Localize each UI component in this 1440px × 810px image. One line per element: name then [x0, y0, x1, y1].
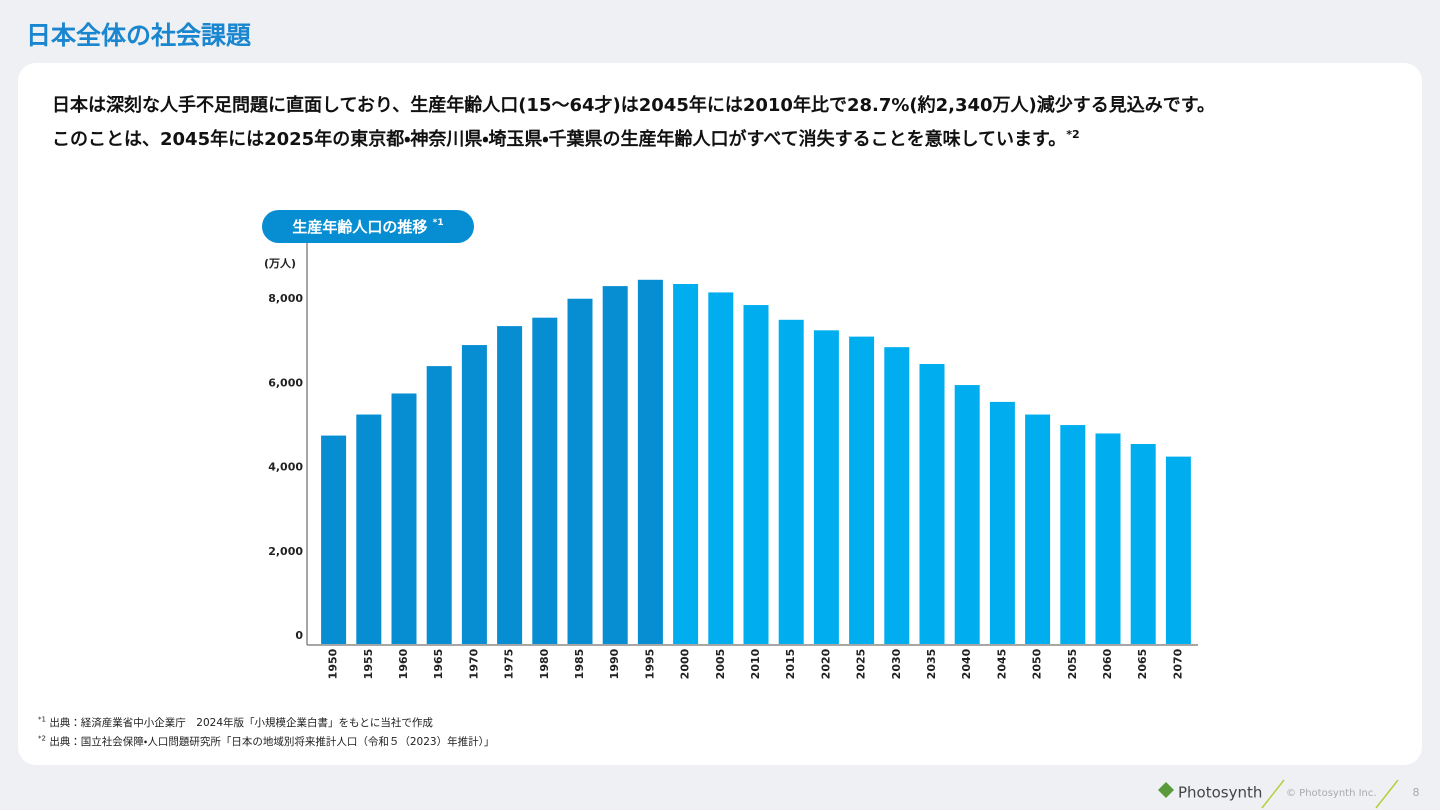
bar	[778, 319, 804, 644]
x-tick-label: 2045	[995, 649, 1008, 680]
x-tick-label: 2055	[1066, 649, 1079, 680]
x-tick-label: 2000	[679, 648, 692, 679]
chart-title: 生産年齢人口の推移 *1	[292, 218, 443, 236]
bar	[602, 286, 628, 644]
x-tick-label: 2010	[749, 648, 762, 679]
x-tick-label: 2005	[714, 649, 727, 680]
bar	[989, 401, 1015, 644]
description-line: このことは、2045年には2025年の東京都・神奈川県・埼玉県・千葉県の生産年齢…	[52, 125, 1080, 151]
copyright: © Photosynth Inc.	[1286, 788, 1377, 799]
text: 出典：国立社会保障・人口問題研究所「日本の地域別将来推計人口（令和５（2023）…	[49, 736, 495, 748]
bar	[884, 347, 910, 644]
y-axis-label: (万人)	[264, 257, 296, 270]
text: 出典：経済産業省中小企業庁 2024年版「小規模企業白書」をもとに当社で作成	[49, 717, 433, 729]
x-tick-label: 2025	[855, 649, 868, 680]
bar	[1095, 433, 1121, 644]
bar	[849, 336, 875, 644]
bar	[1025, 414, 1051, 644]
x-tick-label: 1975	[503, 649, 516, 680]
logo-text: Photosynth	[1178, 784, 1262, 802]
note-mark: *2	[38, 734, 46, 743]
y-tick-label: 4,000	[268, 461, 303, 474]
x-tick-label: 2065	[1136, 649, 1149, 680]
note-mark: *2	[1066, 128, 1080, 141]
logo: Photosynth	[1158, 782, 1262, 802]
bar	[461, 345, 487, 644]
divider	[1261, 779, 1285, 809]
x-tick-label: 1970	[467, 648, 480, 679]
footnote: *1 出典：経済産業省中小企業庁 2024年版「小規模企業白書」をもとに当社で作…	[38, 715, 433, 730]
y-tick-label: 8,000	[268, 292, 303, 305]
bar	[497, 326, 523, 644]
x-tick-label: 1995	[643, 649, 656, 680]
note-mark: *1	[38, 715, 46, 724]
text: 日本は深刻な人手不足問題に直面しており、生産年齢人口(15〜64才)は2045年…	[52, 95, 1215, 116]
x-tick-label: 1960	[397, 648, 410, 679]
bar	[743, 305, 769, 644]
y-tick-label: 0	[295, 629, 303, 642]
logo-icon	[1158, 782, 1174, 798]
x-tick-label: 2040	[960, 648, 973, 679]
bar	[919, 364, 945, 644]
bar	[321, 435, 347, 644]
y-tick-label: 2,000	[268, 545, 303, 558]
bar	[532, 317, 558, 644]
x-tick-label: 1950	[327, 648, 340, 679]
bar	[673, 284, 699, 644]
bar	[391, 393, 417, 644]
x-tick-label: 2070	[1171, 648, 1184, 679]
bar	[1060, 425, 1086, 644]
x-tick-label: 2030	[890, 648, 903, 679]
bar	[813, 330, 839, 644]
x-tick-label: 1955	[362, 649, 375, 680]
footnote: *2 出典：国立社会保障・人口問題研究所「日本の地域別将来推計人口（令和５（20…	[38, 734, 494, 749]
bar	[567, 298, 593, 644]
title-text: 生産年齢人口の推移	[292, 218, 427, 236]
x-tick-label: 2015	[784, 649, 797, 680]
bar	[637, 279, 663, 644]
bar	[1165, 456, 1191, 644]
page-title: 日本全体の社会課題	[26, 21, 252, 50]
y-tick-label: 6,000	[268, 376, 303, 389]
description-line: 日本は深刻な人手不足問題に直面しており、生産年齢人口(15〜64才)は2045年…	[52, 91, 1215, 117]
page-number: 8	[1413, 786, 1420, 799]
x-tick-label: 2020	[819, 648, 832, 679]
x-tick-label: 1985	[573, 649, 586, 680]
x-tick-label: 1965	[432, 649, 445, 680]
x-tick-label: 1990	[608, 648, 621, 679]
note-mark: *1	[433, 218, 444, 228]
bar	[954, 385, 980, 644]
chart-title-pill	[262, 210, 474, 243]
bar	[426, 366, 452, 644]
x-tick-label: 2060	[1101, 648, 1114, 679]
x-tick-label: 2035	[925, 649, 938, 680]
bar	[1130, 444, 1156, 644]
bar	[708, 292, 734, 644]
bar	[356, 414, 382, 644]
x-tick-label: 1980	[538, 648, 551, 679]
x-tick-label: 2050	[1031, 648, 1044, 679]
text: このことは、2045年には2025年の東京都・神奈川県・埼玉県・千葉県の生産年齢…	[52, 129, 1067, 150]
divider	[1375, 779, 1399, 809]
